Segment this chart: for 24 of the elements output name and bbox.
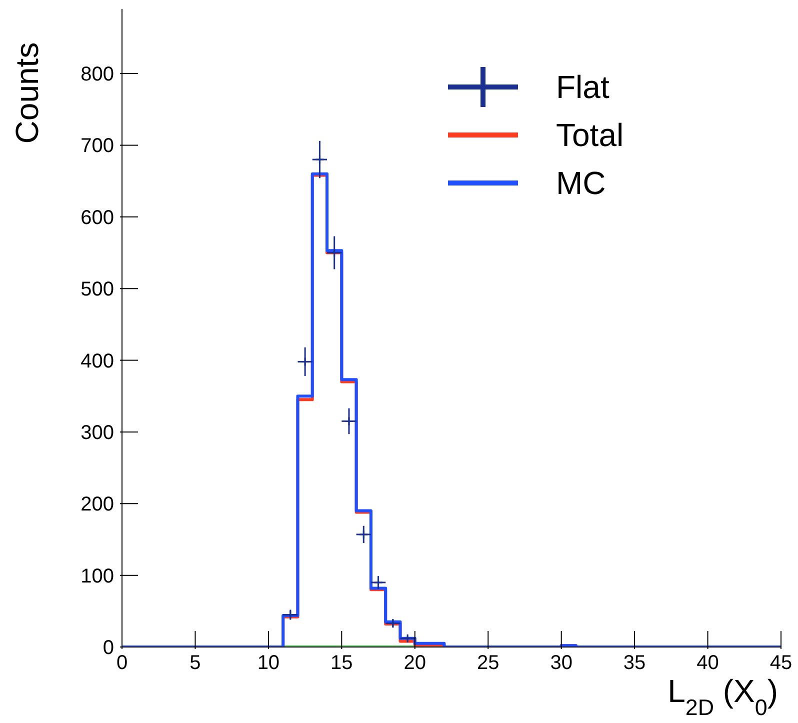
x-tick-label: 40 — [696, 652, 719, 674]
y-tick-label: 0 — [102, 637, 114, 659]
legend-label: Flat — [556, 68, 610, 106]
legend-label: MC — [556, 164, 606, 202]
y-tick-label: 600 — [80, 206, 114, 229]
y-tick-label: 300 — [80, 422, 114, 444]
legend-label: Total — [556, 116, 624, 154]
x-tick-label: 30 — [550, 652, 572, 674]
y-tick-label: 700 — [80, 135, 114, 158]
y-tick-label: 500 — [80, 278, 114, 301]
x-tick-label: 5 — [190, 652, 201, 674]
x-tick-label: 10 — [257, 652, 280, 674]
y-axis-title: Counts — [9, 42, 45, 144]
y-tick-label: 800 — [80, 64, 114, 86]
y-tick-label: 400 — [80, 350, 114, 372]
y-tick-label: 200 — [80, 494, 114, 516]
x-axis-title: L$_{2D}$ (X$_{0}$) — [668, 673, 778, 720]
x-tick-label: 45 — [770, 652, 792, 674]
x-tick-label: 20 — [404, 652, 426, 674]
x-tick-label: 0 — [116, 652, 128, 674]
y-tick-label: 100 — [80, 565, 114, 588]
x-tick-label: 25 — [476, 652, 500, 674]
x-tick-label: 35 — [623, 652, 646, 674]
x-tick-label: 15 — [330, 652, 353, 674]
